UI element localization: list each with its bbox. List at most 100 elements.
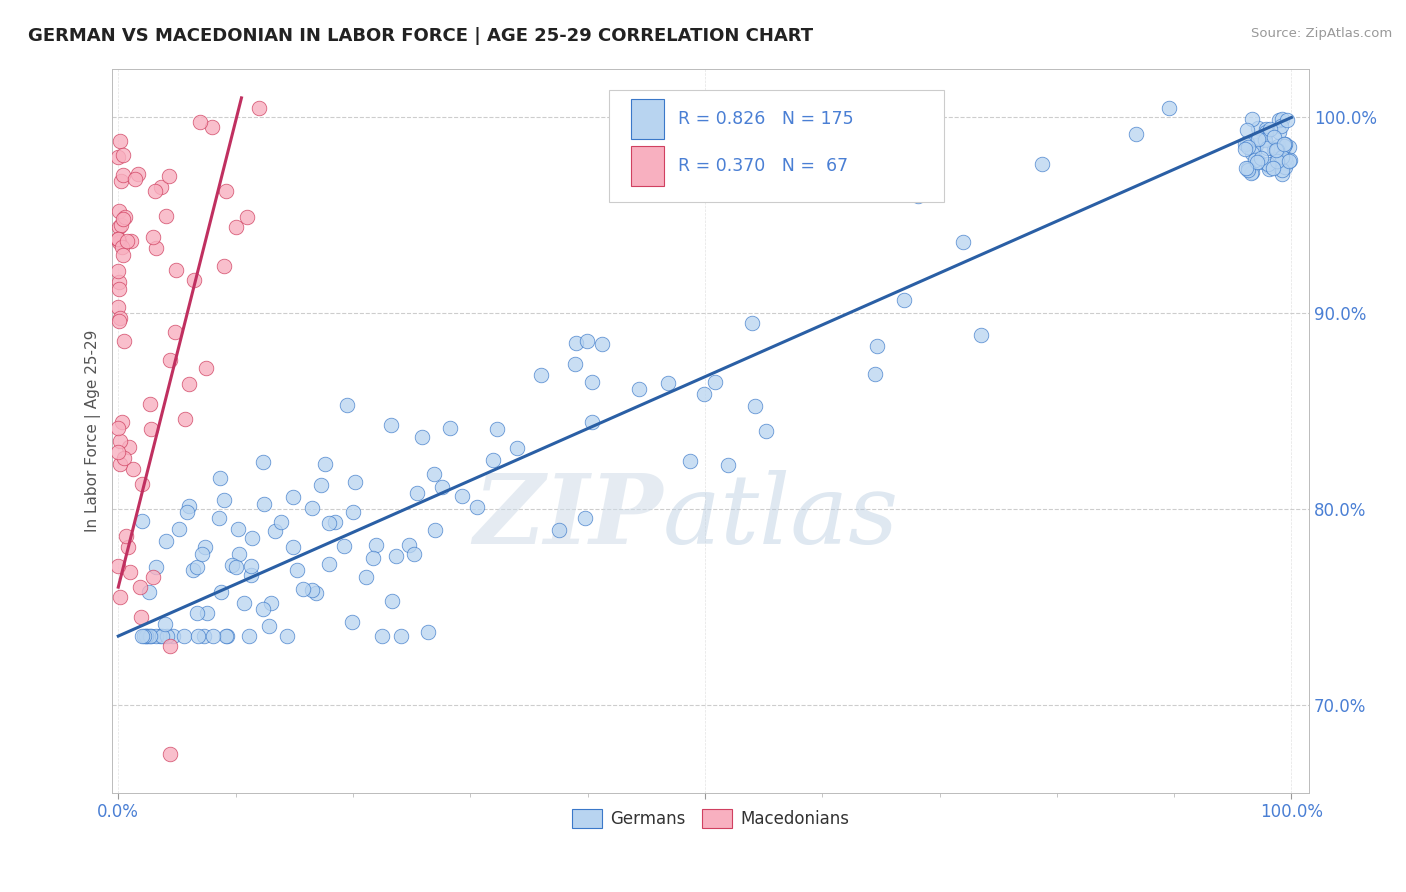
Point bbox=[228, 547, 250, 561]
Point bbox=[134, 629, 156, 643]
Point bbox=[115, 234, 138, 248]
Point bbox=[176, 506, 198, 520]
Point bbox=[138, 397, 160, 411]
Point bbox=[121, 462, 143, 476]
Point bbox=[159, 352, 181, 367]
FancyBboxPatch shape bbox=[609, 90, 943, 202]
Point bbox=[276, 629, 298, 643]
Point bbox=[252, 602, 274, 616]
Point bbox=[153, 616, 176, 631]
Point bbox=[952, 235, 974, 249]
Point bbox=[865, 368, 887, 382]
Point bbox=[112, 211, 135, 226]
Point bbox=[1237, 163, 1260, 178]
Point bbox=[127, 168, 149, 182]
Point bbox=[236, 210, 259, 224]
Point bbox=[1271, 112, 1294, 126]
Point bbox=[291, 582, 314, 596]
Point bbox=[576, 334, 599, 349]
Point bbox=[131, 629, 153, 643]
Point bbox=[1237, 140, 1260, 154]
Point bbox=[451, 489, 474, 503]
Point bbox=[138, 585, 160, 599]
Point bbox=[145, 241, 167, 255]
Point bbox=[1271, 150, 1294, 164]
Point bbox=[432, 480, 454, 494]
Point bbox=[744, 399, 766, 413]
Point bbox=[581, 415, 603, 429]
Point bbox=[107, 421, 129, 435]
Point bbox=[190, 115, 212, 129]
Point bbox=[257, 619, 280, 633]
Point bbox=[1240, 165, 1263, 179]
Point bbox=[107, 275, 129, 289]
Point bbox=[111, 247, 134, 261]
Point bbox=[1234, 161, 1257, 175]
Point bbox=[1267, 138, 1289, 153]
Point bbox=[149, 180, 172, 194]
Point bbox=[114, 451, 136, 466]
Point bbox=[202, 629, 225, 643]
Point bbox=[1125, 127, 1147, 141]
Point bbox=[1274, 160, 1296, 174]
Point bbox=[1236, 136, 1258, 150]
Point bbox=[332, 539, 354, 553]
Point bbox=[1240, 166, 1263, 180]
Point bbox=[107, 300, 129, 314]
Point bbox=[679, 454, 702, 468]
Point bbox=[208, 471, 231, 485]
Point bbox=[131, 476, 153, 491]
Point bbox=[226, 521, 249, 535]
Point bbox=[183, 563, 205, 577]
Point bbox=[1254, 133, 1277, 147]
Point bbox=[1258, 121, 1281, 136]
Point bbox=[1256, 141, 1278, 155]
Point bbox=[574, 510, 596, 524]
Point bbox=[506, 441, 529, 455]
Point bbox=[1278, 154, 1301, 169]
Point bbox=[157, 169, 180, 183]
Point bbox=[239, 559, 262, 574]
Point bbox=[215, 629, 238, 643]
Point bbox=[201, 120, 224, 135]
Point bbox=[107, 558, 129, 573]
Point bbox=[131, 514, 153, 528]
Point bbox=[418, 625, 440, 640]
Point bbox=[162, 629, 184, 643]
Point bbox=[1263, 129, 1285, 144]
Text: GERMAN VS MACEDONIAN IN LABOR FORCE | AGE 25-29 CORRELATION CHART: GERMAN VS MACEDONIAN IN LABOR FORCE | AG… bbox=[28, 27, 813, 45]
Y-axis label: In Labor Force | Age 25-29: In Labor Force | Age 25-29 bbox=[86, 329, 101, 532]
Point bbox=[163, 325, 186, 339]
Point bbox=[145, 629, 167, 643]
Point bbox=[423, 523, 446, 537]
Point bbox=[323, 515, 346, 529]
Point bbox=[548, 523, 571, 537]
Point bbox=[114, 210, 136, 224]
Point bbox=[193, 629, 215, 643]
Point bbox=[1263, 142, 1285, 156]
Point bbox=[1272, 137, 1295, 152]
Point bbox=[371, 629, 394, 643]
Point bbox=[314, 457, 336, 471]
Text: R = 0.370   N =  67: R = 0.370 N = 67 bbox=[679, 157, 849, 176]
Point bbox=[107, 445, 129, 459]
Point bbox=[225, 559, 247, 574]
Point bbox=[627, 382, 650, 396]
Point bbox=[1265, 143, 1288, 157]
Point bbox=[177, 377, 200, 392]
Point bbox=[186, 607, 208, 621]
Text: Source: ZipAtlas.com: Source: ZipAtlas.com bbox=[1251, 27, 1392, 40]
Point bbox=[169, 522, 191, 536]
Point bbox=[270, 516, 292, 530]
Point bbox=[1274, 151, 1296, 165]
FancyBboxPatch shape bbox=[630, 146, 664, 186]
Point bbox=[342, 505, 364, 519]
Point bbox=[482, 453, 505, 467]
Point bbox=[1247, 155, 1270, 169]
Point bbox=[107, 231, 129, 245]
Point bbox=[1265, 154, 1288, 169]
Point bbox=[108, 311, 131, 326]
Point bbox=[1247, 132, 1270, 146]
Point bbox=[1243, 144, 1265, 158]
Point bbox=[703, 375, 725, 389]
